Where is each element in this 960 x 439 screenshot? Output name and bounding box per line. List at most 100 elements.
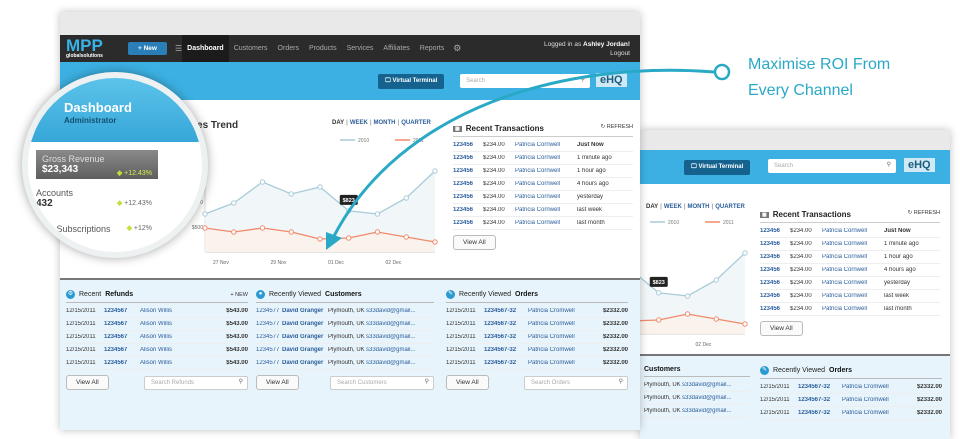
transaction-id[interactable]: 123456	[760, 267, 781, 273]
transaction-row[interactable]: 123456 $234.00 Patricia Cornwell last month	[453, 217, 633, 230]
orders-search-input[interactable]: Search Orders ⚲	[524, 375, 628, 390]
transaction-row[interactable]: 123456 $234.00 Patricia Cornwell last month	[760, 303, 940, 316]
nav-affiliates[interactable]: Affiliates	[383, 45, 410, 52]
refresh-button[interactable]: ↻ REFRESH	[907, 210, 940, 216]
customers-row[interactable]: 1234577 David Granger Plymouth, UK s33david…	[256, 331, 434, 344]
transaction-row[interactable]: 123456 $234.00 Patricia Cornwell last week	[453, 204, 633, 217]
orders-row[interactable]: 12/15/2011 1234567-32 Patricia Cromwell $23…	[760, 394, 942, 407]
refresh-button[interactable]: ↻ REFRESH	[600, 124, 633, 130]
refunds-row[interactable]: 12/15/2011 1234567 Alison Willis $543.00	[66, 305, 248, 318]
transaction-customer[interactable]: Patricia Cornwell	[822, 241, 868, 247]
transaction-row[interactable]: 123456 $234.00 Patricia Cornwell 1 minute a…	[453, 152, 633, 165]
orders-row[interactable]: 12/15/2011 1234567-32 Patricia Cromwell $23…	[446, 344, 628, 357]
transaction-customer[interactable]: Patricia Cornwell	[515, 181, 561, 187]
transaction-customer[interactable]: Patricia Cornwell	[822, 254, 868, 260]
view-all-transactions-button[interactable]: View All	[453, 235, 496, 250]
orders-row[interactable]: 12/15/2011 1234567-32 Patricia Cromwell $23…	[446, 357, 628, 370]
nav-services[interactable]: Services	[346, 45, 374, 52]
transaction-customer[interactable]: Patricia Cornwell	[822, 267, 868, 273]
transaction-customer[interactable]: Patricia Cornwell	[822, 280, 868, 286]
transaction-id[interactable]: 123456	[453, 155, 474, 161]
transaction-customer[interactable]: Patricia Cornwell	[515, 168, 561, 174]
nav-products[interactable]: Products	[308, 45, 337, 52]
transaction-id[interactable]: 123456	[453, 220, 474, 226]
range-tab-day[interactable]: DAY	[332, 120, 345, 126]
customers-row[interactable]: 1234577 David Granger Plymouth, UK s33david…	[256, 357, 434, 370]
transaction-row[interactable]: 123456 $234.00 Patricia Cornwell 4 hours ag…	[453, 178, 633, 191]
refunds-row[interactable]: 12/15/2011 1234567 Alison Willis $543.00	[66, 344, 248, 357]
gear-icon[interactable]: ⚙	[453, 43, 462, 53]
orders-row[interactable]: 12/15/2011 1234567-32 Patricia Cromwell $23…	[446, 305, 628, 318]
transaction-customer[interactable]: Patricia Cornwell	[515, 207, 561, 213]
range-tab-week[interactable]: WEEK	[349, 120, 368, 126]
transaction-row[interactable]: 123456 $234.00 Patricia Cornwell 1 hour ago	[453, 165, 633, 178]
stat-new-subscriptions[interactable]: New Subscriptions ◆ +12%	[36, 224, 158, 234]
nav-reports[interactable]: Reports	[419, 45, 445, 52]
logout-link[interactable]: Logout	[610, 50, 630, 57]
stat-gross-revenue[interactable]: Gross Revenue $23,343 ◆ +12.43%	[36, 150, 158, 179]
transaction-id[interactable]: 123456	[760, 241, 781, 247]
transaction-row[interactable]: 123456 $234.00 Patricia Cornwell yesterday	[760, 277, 940, 290]
range-tab-quarter[interactable]: QUARTER	[715, 204, 745, 210]
refunds-row[interactable]: 12/15/2011 1234567 Alison Willis $543.00	[66, 357, 248, 370]
view-all-customers-button[interactable]: View All	[256, 375, 299, 390]
transaction-id[interactable]: 123456	[760, 306, 781, 312]
transaction-row[interactable]: 123456 $234.00 Patricia Cornwell 1 minute a…	[760, 238, 940, 251]
transaction-id[interactable]: 123456	[453, 181, 474, 187]
range-tab-month[interactable]: MONTH	[687, 204, 710, 210]
transaction-id[interactable]: 123456	[453, 207, 474, 213]
view-all-refunds-button[interactable]: View All	[66, 375, 109, 390]
customers-row[interactable]: 1234577 David Granger Plymouth, UK s33david…	[256, 318, 434, 331]
range-tab-quarter[interactable]: QUARTER	[401, 120, 431, 126]
orders-row[interactable]: 12/15/2011 1234567-32 Patricia Cromwell $23…	[760, 407, 942, 420]
customers-search-input[interactable]: Search Customers ⚲	[330, 375, 434, 390]
range-tab-month[interactable]: MONTH	[373, 120, 396, 126]
range-tab-day[interactable]: DAY	[646, 204, 659, 210]
transaction-customer[interactable]: Patricia Cornwell	[822, 293, 868, 299]
transaction-customer[interactable]: Patricia Cornwell	[822, 228, 868, 234]
transaction-row[interactable]: 123456 $234.00 Patricia Cornwell yesterday	[453, 191, 633, 204]
nav-customers[interactable]: Customers	[233, 45, 268, 52]
transaction-id[interactable]: 123456	[453, 168, 474, 174]
virtual-terminal-button[interactable]: 🖵 Virtual Terminal	[684, 160, 751, 175]
customers-row[interactable]: Plymouth, UK s33david@gmail...	[644, 379, 750, 392]
orders-row[interactable]: 12/15/2011 1234567-32 Patricia Cromwell $23…	[446, 318, 628, 331]
view-all-transactions-button[interactable]: View All	[760, 321, 803, 336]
refunds-row[interactable]: 12/15/2011 1234567 Alison Willis $543.00	[66, 331, 248, 344]
customers-row[interactable]: 1234577 David Granger Plymouth, UK s33david…	[256, 305, 434, 318]
transaction-customer[interactable]: Patricia Cornwell	[515, 220, 561, 226]
transaction-row[interactable]: 123456 $234.00 Patricia Cornwell last week	[760, 290, 940, 303]
nav-dashboard[interactable]: Dashboard	[182, 35, 229, 62]
transaction-customer[interactable]: Patricia Cornwell	[515, 194, 561, 200]
stat-accounts[interactable]: Accounts 432 ◆ +12.43%	[36, 188, 158, 209]
transaction-id[interactable]: 123456	[760, 254, 781, 260]
search-input[interactable]: Search ⚲	[768, 159, 896, 173]
new-refund-button[interactable]: + NEW	[230, 291, 248, 298]
transaction-row[interactable]: 123456 $234.00 Patricia Cornwell 4 hours ag…	[760, 264, 940, 277]
orders-row[interactable]: 12/15/2011 1234567-32 Patricia Cromwell $23…	[446, 331, 628, 344]
transaction-customer[interactable]: Patricia Cornwell	[515, 155, 561, 161]
nav-orders[interactable]: Orders	[277, 45, 299, 52]
refunds-search-input[interactable]: Search Refunds ⚲	[144, 375, 248, 390]
search-input[interactable]: Search ⚲	[460, 74, 590, 88]
new-button[interactable]: + New	[128, 42, 167, 55]
transaction-row[interactable]: 123456 $234.00 Patricia Cornwell Just Now	[760, 225, 940, 238]
transaction-customer[interactable]: Patricia Cornwell	[822, 306, 868, 312]
range-tab-week[interactable]: WEEK	[663, 204, 682, 210]
refunds-row[interactable]: 12/15/2011 1234567 Alison Willis $543.00	[66, 318, 248, 331]
transaction-id[interactable]: 123456	[760, 228, 781, 234]
customers-row[interactable]: 1234577 David Granger Plymouth, UK s33david…	[256, 344, 434, 357]
transaction-id[interactable]: 123456	[453, 194, 474, 200]
customers-row[interactable]: Plymouth, UK s33david@gmail...	[644, 405, 750, 418]
transaction-id[interactable]: 123456	[453, 142, 474, 148]
transaction-row[interactable]: 123456 $234.00 Patricia Cornwell 1 hour ago	[760, 251, 940, 264]
transaction-row[interactable]: 123456 $234.00 Patricia Cornwell Just Now	[453, 139, 633, 152]
view-all-orders-button[interactable]: View All	[446, 375, 489, 390]
transaction-customer[interactable]: Patricia Cornwell	[515, 142, 561, 148]
transaction-time: 1 hour ago	[884, 254, 913, 260]
virtual-terminal-button[interactable]: 🖵 Virtual Terminal	[378, 74, 445, 89]
orders-row[interactable]: 12/15/2011 1234567-32 Patricia Cromwell $23…	[760, 381, 942, 394]
transaction-id[interactable]: 123456	[760, 293, 781, 299]
transaction-id[interactable]: 123456	[760, 280, 781, 286]
customers-row[interactable]: Plymouth, UK s33david@gmail...	[644, 392, 750, 405]
